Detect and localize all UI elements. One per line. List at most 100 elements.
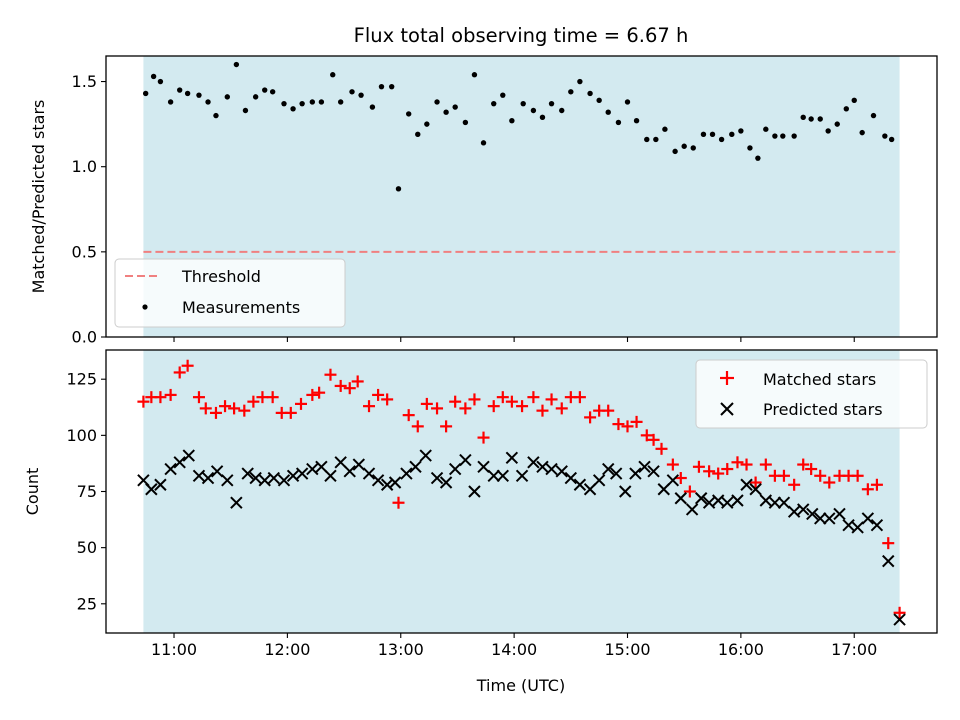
count-legend-box — [695, 359, 928, 429]
measurement-point — [755, 155, 761, 161]
measurement-point — [434, 99, 440, 105]
matched-star-point — [209, 406, 222, 419]
ratio-x-ticks — [173, 337, 855, 342]
measurement-point — [709, 131, 716, 138]
predicted-star-point — [306, 462, 319, 476]
matched-star-point — [893, 606, 906, 619]
matched-star-point — [721, 463, 734, 476]
legend-matched-label: Matched stars — [763, 370, 876, 389]
measurement-point — [747, 145, 753, 151]
measurement-point — [205, 99, 211, 105]
measurement-point — [700, 131, 707, 138]
predicted-star-point — [182, 449, 195, 462]
measurement-point — [729, 131, 735, 138]
predicted-star-point — [592, 474, 606, 487]
matched-star-point — [372, 388, 385, 401]
measurement-point — [150, 73, 157, 80]
predicted-star-point — [882, 554, 895, 568]
matched-star-point — [247, 395, 260, 408]
matched-star-point — [219, 400, 232, 413]
measurement-point — [577, 78, 583, 85]
predicted-star-point — [629, 467, 642, 480]
measurement-point — [424, 121, 430, 127]
measurement-point — [817, 116, 823, 122]
y-tick-label: 0.5 — [72, 242, 97, 261]
matched-star-point — [861, 483, 874, 496]
measurement-point — [462, 119, 469, 126]
predicted-star-point — [702, 496, 716, 509]
matched-star-point — [392, 496, 405, 509]
matched-star-point — [712, 467, 725, 480]
count-y-axis-label: Count — [23, 468, 42, 516]
measurement-point — [653, 136, 659, 143]
measurement-point — [690, 145, 696, 151]
measurement-point — [888, 136, 895, 143]
x-tick-label: 11:00 — [151, 640, 197, 659]
predicted-star-point — [267, 471, 280, 485]
matched-star-point — [870, 478, 883, 491]
measurement-point — [167, 99, 174, 105]
measurement-point — [281, 100, 287, 107]
measurement-point — [443, 109, 449, 115]
count-panel: 25 50 75 100 125 11:00 12:00 13:00 14:00 15:00 16… — [23, 349, 938, 695]
measurement-point — [213, 112, 219, 119]
matched-star-point — [692, 460, 705, 473]
predicted-star-point — [527, 456, 540, 469]
legend-threshold-label: Threshold — [181, 267, 261, 286]
matched-star-point — [527, 391, 540, 404]
predicted-star-point — [448, 462, 462, 476]
matched-star-point — [256, 391, 269, 404]
matched-star-point — [536, 404, 549, 417]
measurement-point — [176, 87, 183, 93]
measurement-point — [290, 106, 296, 112]
measurement-point — [349, 89, 355, 95]
measurement-point — [142, 90, 149, 97]
matched-star-point — [612, 418, 625, 431]
predicted-star-point — [173, 456, 186, 469]
count-y-ticks: 25 50 75 100 125 — [66, 370, 106, 613]
predicted-star-point — [638, 460, 651, 474]
measurement-point — [662, 126, 668, 132]
predicted-star-point — [477, 460, 490, 474]
measurement-point — [233, 61, 240, 68]
measurement-point — [763, 126, 769, 132]
predicted-star-point — [740, 478, 753, 491]
y-tick-label: 100 — [66, 426, 97, 445]
matched-star-point — [266, 391, 279, 404]
measurement-point — [825, 128, 831, 134]
matched-star-point — [666, 458, 679, 471]
measurement-point — [596, 97, 602, 103]
measurement-point — [851, 97, 857, 103]
predicted-star-point — [787, 505, 801, 518]
predicted-star-point — [210, 465, 224, 478]
predicted-star-point — [749, 483, 762, 496]
x-tick-label: 12:00 — [264, 640, 310, 659]
measurement-point — [299, 100, 305, 107]
matched-star-point — [164, 388, 177, 401]
matched-star-point — [749, 476, 762, 489]
predicted-legend-swatch — [720, 402, 734, 416]
predicted-star-point — [564, 471, 578, 485]
predicted-star-point — [221, 474, 234, 487]
predicted-star-point — [694, 492, 708, 505]
matched-star-point — [788, 478, 801, 491]
ratio-y-ticks: 0.0 0.5 1.0 1.5 — [72, 72, 106, 347]
ratio-panel-frame — [105, 55, 938, 338]
predicted-star-point — [711, 494, 725, 507]
legend-measurements-label: Measurements — [182, 298, 300, 317]
predicted-star-point — [192, 469, 206, 482]
measurement-point — [395, 186, 402, 192]
matched-star-point — [516, 400, 529, 413]
measurement-point — [672, 148, 678, 155]
matched-star-point — [496, 391, 509, 404]
predicted-star-point — [324, 469, 337, 482]
predicted-star-point — [145, 483, 158, 496]
y-tick-label: 1.5 — [72, 72, 97, 91]
measurement-point — [624, 99, 631, 105]
y-tick-label: 0.0 — [72, 328, 97, 347]
measurement-point — [791, 133, 797, 139]
predicted-star-point — [380, 478, 394, 491]
ratio-panel: 0.0 0.5 1.0 1.5 Matched/Predicted stars Thr… — [29, 55, 938, 347]
matched-star-point — [137, 395, 150, 408]
predicted-star-point — [419, 449, 432, 462]
